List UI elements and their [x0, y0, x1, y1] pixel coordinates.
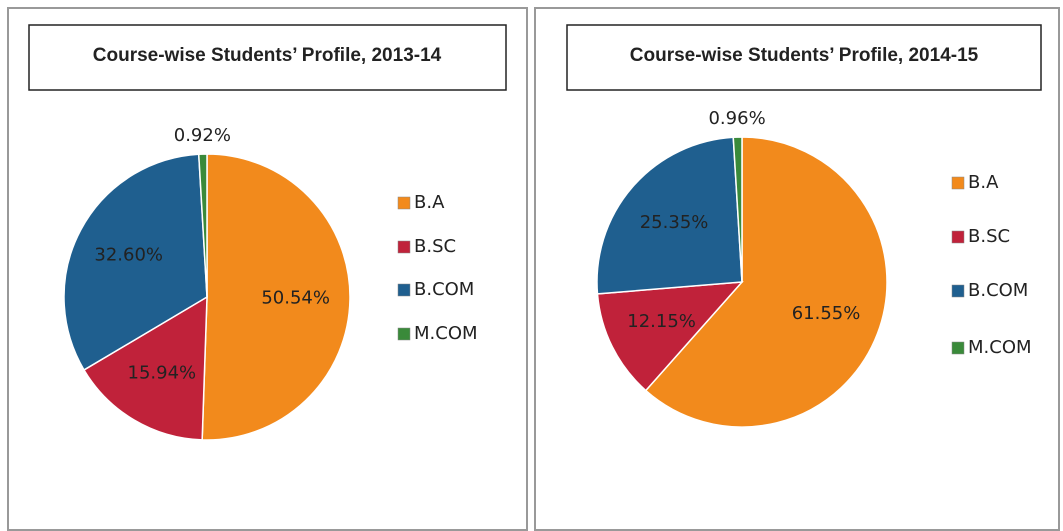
legend-label: B.COM — [968, 280, 1028, 301]
pie-slice — [201, 153, 351, 441]
legend-label: B.COM — [414, 279, 474, 300]
pie-slice — [82, 295, 208, 441]
legend-swatch — [951, 284, 965, 298]
title-box — [28, 24, 507, 91]
legend-swatch — [951, 230, 965, 244]
data-label: 25.35% — [640, 212, 709, 233]
title-box — [566, 24, 1042, 91]
pie-slice — [596, 136, 743, 295]
data-label: 61.55% — [792, 303, 861, 324]
legend-swatch — [397, 283, 411, 297]
data-label: 15.94% — [128, 362, 197, 383]
pie-slice — [644, 136, 888, 428]
legend-label: B.SC — [968, 226, 1010, 247]
legend-swatch — [951, 341, 965, 355]
data-label: 32.60% — [94, 244, 163, 265]
pie-slice — [197, 153, 208, 298]
pie-slice — [596, 281, 744, 392]
legend-swatch — [951, 176, 965, 190]
legend-swatch — [397, 196, 411, 210]
pie-slice — [732, 136, 743, 283]
legend-swatch — [397, 327, 411, 341]
chart-title: Course-wise Students’ Profile, 2014-15 — [630, 45, 979, 66]
legend-label: B.A — [414, 192, 445, 213]
data-label: 0.96% — [708, 108, 765, 129]
legend-label: B.SC — [414, 236, 456, 257]
data-label: 0.92% — [174, 125, 231, 146]
legend-label: B.A — [968, 172, 999, 193]
data-label: 12.15% — [627, 311, 696, 332]
chart-title: Course-wise Students’ Profile, 2013-14 — [93, 45, 442, 66]
pie-slice — [63, 153, 208, 371]
legend-label: M.COM — [414, 323, 478, 344]
data-label: 50.54% — [261, 288, 330, 309]
legend-label: M.COM — [968, 337, 1032, 358]
legend-swatch — [397, 240, 411, 254]
